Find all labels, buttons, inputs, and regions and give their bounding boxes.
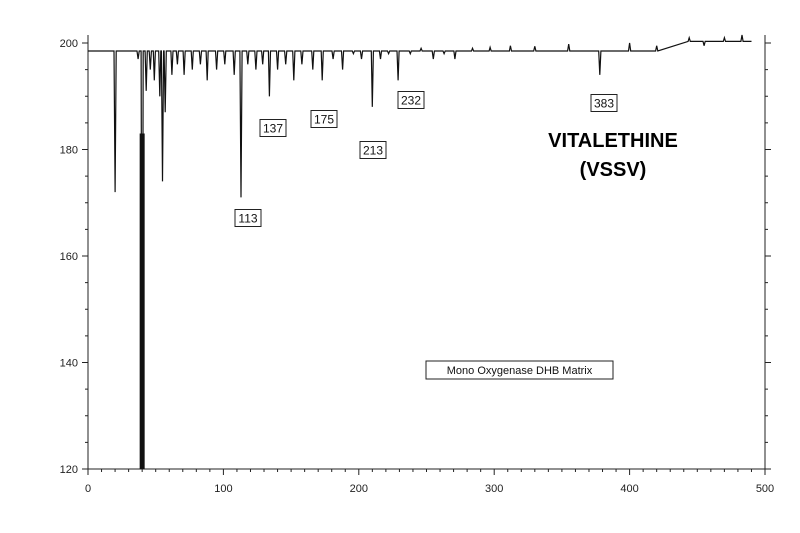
peak-label: 213 bbox=[363, 144, 383, 158]
legend-box bbox=[425, 360, 614, 380]
y-tick-label: 140 bbox=[60, 358, 78, 370]
x-tick-label: 400 bbox=[620, 483, 638, 495]
x-tick-label: 300 bbox=[485, 483, 503, 495]
peak-label-box bbox=[310, 110, 338, 128]
x-axis-ticks: 0 100 200 300 400 500 bbox=[85, 469, 774, 495]
y-tick-label: 160 bbox=[60, 251, 78, 263]
peak-label: 232 bbox=[401, 94, 421, 108]
peak-label-box bbox=[590, 94, 618, 112]
y-tick-label: 200 bbox=[60, 38, 78, 50]
peak-label: 175 bbox=[314, 113, 334, 127]
peak-label-box bbox=[259, 119, 287, 137]
spectrum-line bbox=[88, 34, 752, 470]
spectrum-series bbox=[88, 34, 752, 470]
legend-label: Mono Oxygenase DHB Matrix bbox=[447, 365, 593, 377]
y-tick-label: 180 bbox=[60, 145, 78, 157]
chart-title-line-1: VITALETHINE bbox=[548, 130, 678, 152]
peak-label: 137 bbox=[263, 122, 283, 136]
x-tick-label: 500 bbox=[756, 483, 774, 495]
y-tick-label: 120 bbox=[60, 464, 78, 476]
peak-label: 113 bbox=[238, 212, 257, 226]
chart-title-line-2: (VSSV) bbox=[580, 159, 647, 181]
peak-label-box bbox=[397, 91, 425, 109]
peak-label-box bbox=[234, 209, 262, 227]
peak-label-box bbox=[359, 141, 387, 159]
x-tick-label: 200 bbox=[350, 483, 368, 495]
peak-label: 383 bbox=[594, 97, 614, 111]
x-tick-label: 100 bbox=[214, 483, 232, 495]
peak-labels: 113 137 175 213 232 383 bbox=[234, 91, 618, 227]
x-tick-label: 0 bbox=[85, 483, 91, 495]
